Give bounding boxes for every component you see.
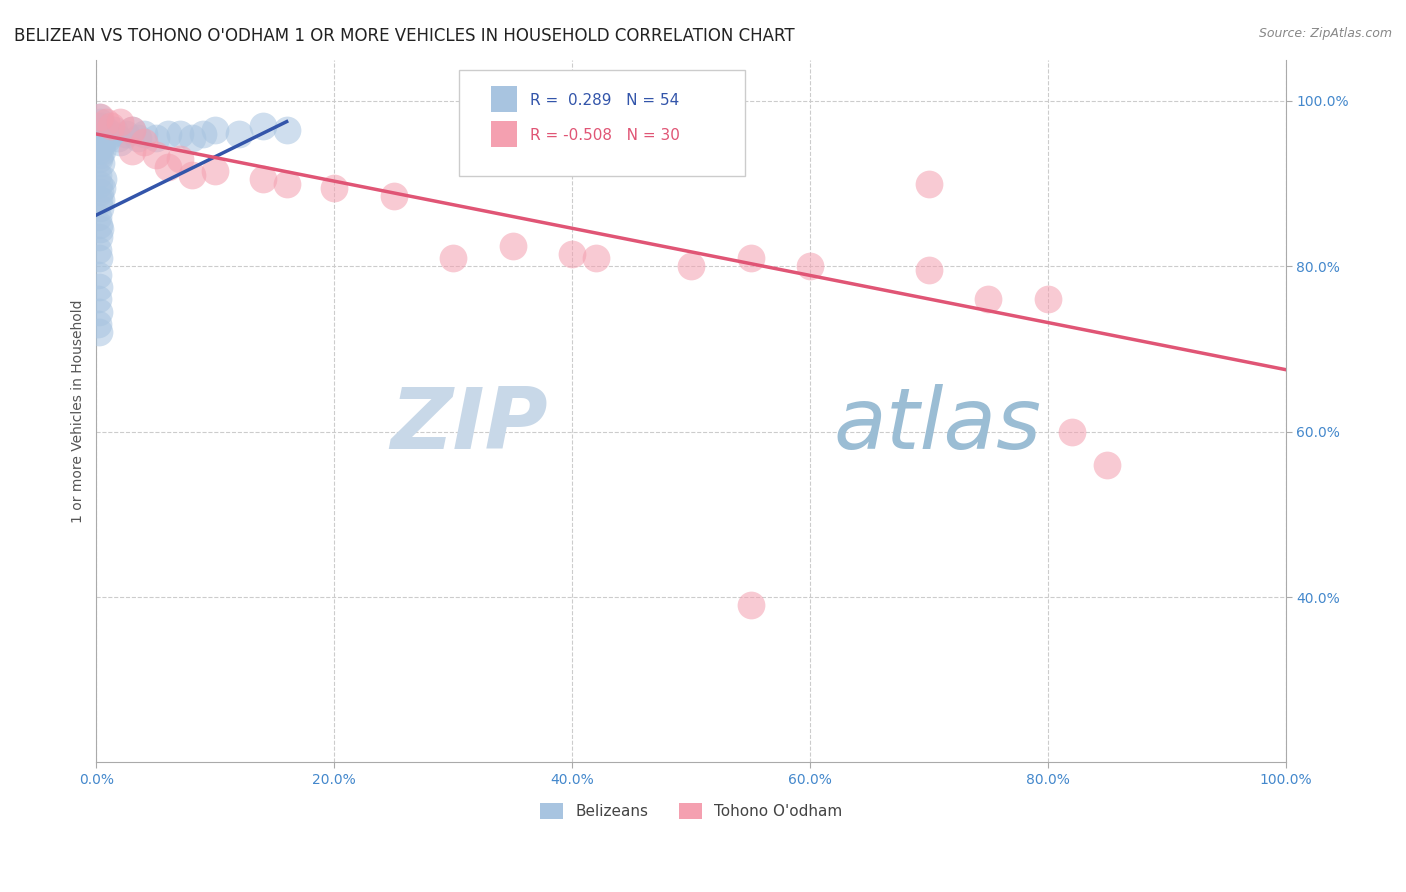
Point — [585, 251, 607, 265]
Point — [86, 169, 108, 183]
Point — [87, 111, 110, 125]
Point — [918, 177, 941, 191]
Point — [89, 111, 111, 125]
Point — [977, 293, 1000, 307]
Point — [94, 123, 117, 137]
Text: R =  0.289   N = 54: R = 0.289 N = 54 — [530, 93, 679, 108]
Point — [86, 268, 108, 282]
Point — [103, 123, 125, 137]
Point — [89, 202, 111, 216]
Point — [89, 147, 111, 161]
Point — [89, 185, 111, 199]
Point — [93, 172, 115, 186]
Point — [87, 251, 110, 265]
Point — [799, 260, 821, 274]
Point — [93, 131, 115, 145]
Point — [193, 127, 215, 141]
Point — [121, 144, 143, 158]
Point — [108, 114, 131, 128]
Point — [90, 193, 112, 207]
Point — [145, 147, 167, 161]
Point — [204, 164, 226, 178]
Point — [100, 127, 122, 141]
Point — [87, 177, 110, 191]
Text: R = -0.508   N = 30: R = -0.508 N = 30 — [530, 128, 681, 143]
Point — [169, 127, 191, 141]
Point — [156, 127, 179, 141]
Point — [132, 136, 155, 150]
FancyBboxPatch shape — [460, 70, 745, 176]
Point — [87, 152, 110, 166]
Point — [180, 131, 202, 145]
Point — [87, 305, 110, 319]
Point — [204, 123, 226, 137]
Point — [86, 210, 108, 224]
Point — [93, 127, 115, 141]
Point — [252, 119, 274, 133]
Point — [86, 293, 108, 307]
Point — [87, 230, 110, 244]
Point — [94, 114, 117, 128]
Point — [441, 251, 464, 265]
Point — [681, 260, 703, 274]
Text: BELIZEAN VS TOHONO O'ODHAM 1 OR MORE VEHICLES IN HOUSEHOLD CORRELATION CHART: BELIZEAN VS TOHONO O'ODHAM 1 OR MORE VEH… — [14, 27, 794, 45]
Point — [180, 169, 202, 183]
Point — [115, 127, 138, 141]
Point — [323, 180, 346, 194]
Point — [86, 317, 108, 331]
Point — [228, 127, 250, 141]
Point — [132, 127, 155, 141]
Point — [86, 119, 108, 133]
Text: ZIP: ZIP — [391, 384, 548, 467]
Point — [127, 131, 149, 145]
Y-axis label: 1 or more Vehicles in Household: 1 or more Vehicles in Household — [72, 300, 86, 523]
Point — [156, 160, 179, 174]
Point — [87, 326, 110, 340]
Point — [561, 247, 583, 261]
Point — [121, 123, 143, 137]
Point — [502, 238, 524, 252]
FancyBboxPatch shape — [491, 120, 517, 147]
Point — [90, 123, 112, 137]
Point — [740, 251, 762, 265]
Point — [87, 280, 110, 294]
Point — [276, 177, 298, 191]
Point — [87, 193, 110, 207]
Text: Source: ZipAtlas.com: Source: ZipAtlas.com — [1258, 27, 1392, 40]
Point — [169, 152, 191, 166]
Point — [87, 127, 110, 141]
Point — [918, 263, 941, 277]
Point — [145, 131, 167, 145]
Point — [91, 180, 114, 194]
Point — [91, 119, 114, 133]
FancyBboxPatch shape — [491, 86, 517, 112]
Point — [382, 189, 405, 203]
Point — [91, 144, 114, 158]
Point — [90, 156, 112, 170]
Point — [89, 114, 111, 128]
Point — [97, 131, 120, 145]
Point — [740, 599, 762, 613]
Text: atlas: atlas — [834, 384, 1042, 467]
Point — [121, 123, 143, 137]
Point — [90, 139, 112, 153]
Point — [108, 136, 131, 150]
Point — [86, 243, 108, 257]
Point — [252, 172, 274, 186]
Point — [87, 218, 110, 232]
Point — [89, 222, 111, 236]
Point — [1036, 293, 1059, 307]
Point — [100, 119, 122, 133]
Point — [1097, 458, 1119, 472]
Point — [89, 131, 111, 145]
Point — [1060, 425, 1083, 439]
Point — [276, 123, 298, 137]
Point — [86, 144, 108, 158]
Legend: Belizeans, Tohono O'odham: Belizeans, Tohono O'odham — [534, 797, 848, 825]
Point — [107, 131, 129, 145]
